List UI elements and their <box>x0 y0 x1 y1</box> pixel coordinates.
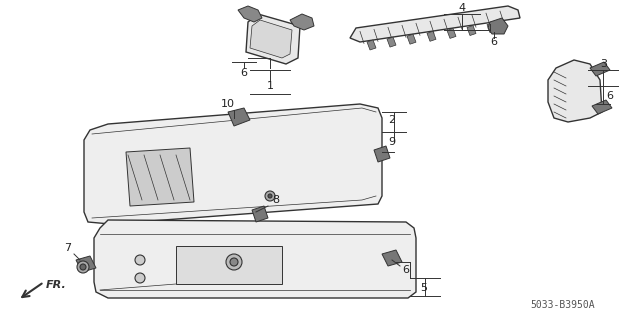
Polygon shape <box>76 256 96 272</box>
Text: FR.: FR. <box>46 280 67 290</box>
Text: 1: 1 <box>266 81 273 91</box>
Text: 6: 6 <box>607 91 614 101</box>
Text: 9: 9 <box>388 137 396 147</box>
Circle shape <box>80 264 86 270</box>
Polygon shape <box>246 14 300 64</box>
Polygon shape <box>427 31 436 41</box>
Polygon shape <box>367 40 376 50</box>
Text: 6: 6 <box>241 68 248 78</box>
Polygon shape <box>238 6 262 22</box>
Text: 5033-B3950A: 5033-B3950A <box>530 300 595 310</box>
Polygon shape <box>250 20 292 58</box>
Text: 5: 5 <box>420 283 428 293</box>
Circle shape <box>265 191 275 201</box>
Polygon shape <box>387 37 396 47</box>
Text: 3: 3 <box>600 59 607 69</box>
Polygon shape <box>382 250 402 266</box>
Text: 4: 4 <box>458 3 465 13</box>
Circle shape <box>77 261 89 273</box>
Polygon shape <box>252 206 268 222</box>
Polygon shape <box>488 18 508 34</box>
Circle shape <box>230 258 238 266</box>
Polygon shape <box>228 108 250 126</box>
Polygon shape <box>126 148 194 206</box>
Polygon shape <box>447 28 456 38</box>
Polygon shape <box>374 146 390 162</box>
Polygon shape <box>176 246 282 284</box>
Polygon shape <box>592 100 612 114</box>
Circle shape <box>268 194 272 198</box>
Text: 8: 8 <box>273 195 280 205</box>
Circle shape <box>135 255 145 265</box>
Polygon shape <box>487 23 496 33</box>
Text: 2: 2 <box>388 115 396 125</box>
Text: 7: 7 <box>65 243 72 253</box>
Polygon shape <box>290 14 314 30</box>
Circle shape <box>226 254 242 270</box>
Polygon shape <box>94 220 416 298</box>
Text: 10: 10 <box>221 99 235 109</box>
Text: 6: 6 <box>490 37 497 47</box>
Polygon shape <box>548 60 602 122</box>
Polygon shape <box>590 62 610 76</box>
Text: 6: 6 <box>403 265 410 275</box>
Polygon shape <box>407 34 416 44</box>
Polygon shape <box>84 104 382 224</box>
Circle shape <box>135 273 145 283</box>
Polygon shape <box>467 26 476 35</box>
Polygon shape <box>350 6 520 42</box>
